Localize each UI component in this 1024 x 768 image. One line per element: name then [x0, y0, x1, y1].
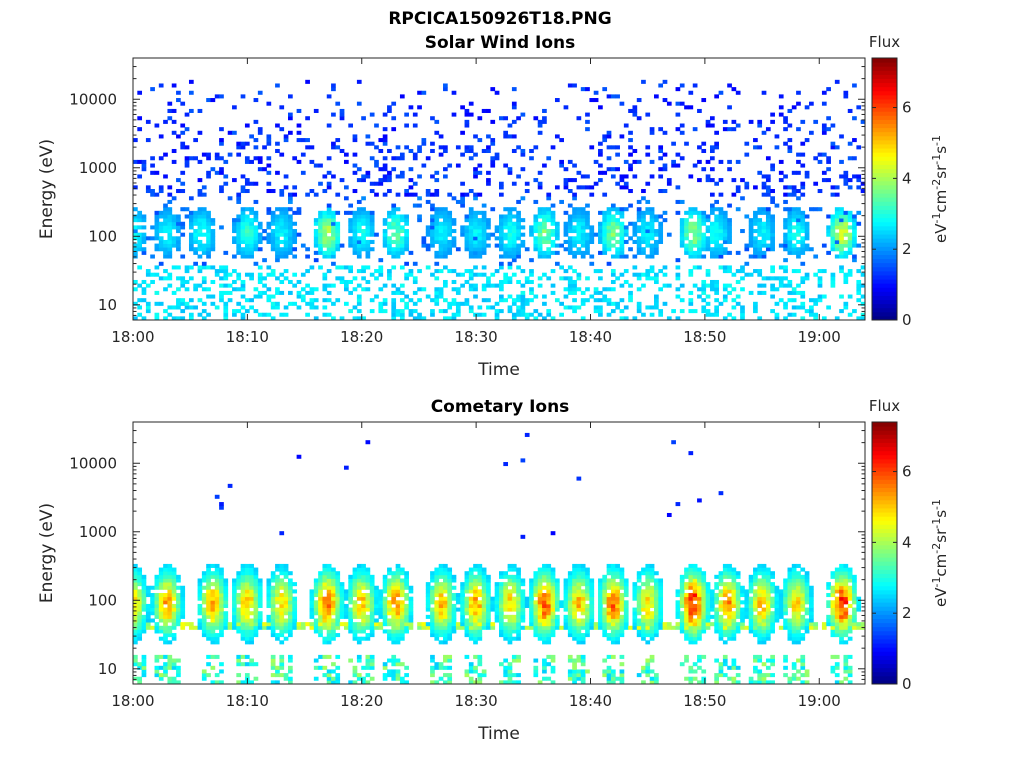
y-axis-label: Energy (eV)	[37, 139, 57, 239]
x-tick-label: 19:00	[798, 328, 841, 346]
x-axis-ticks: 18:00 18:10 18:20 18:30 18:40 18:50 19:00	[111, 58, 841, 346]
unit-sup-3: -1	[930, 518, 943, 529]
x-tick-label: 18:30	[455, 692, 498, 710]
x-axis-ticks: 18:00 18:10 18:20 18:30 18:40 18:50 19:00	[111, 422, 841, 710]
colorbar-title: Flux	[869, 33, 900, 51]
x-tick-label: 18:50	[683, 328, 726, 346]
x-tick-label: 18:50	[683, 692, 726, 710]
x-axis-label: Time	[477, 360, 520, 380]
colorbar-tick-label: 6	[902, 99, 912, 117]
x-tick-label: 18:30	[455, 328, 498, 346]
y-tick-label: 1000	[79, 523, 117, 541]
colorbar-tick-label: 6	[902, 463, 912, 481]
colorbar-tick-label: 2	[902, 604, 912, 622]
colorbar: 0 2 4 6	[871, 421, 912, 693]
y-axis-ticks: 10 100 1000 10000	[69, 421, 865, 685]
y-tick-label: 10	[98, 296, 117, 314]
y-axis-ticks: 10 100 1000 10000	[69, 57, 865, 321]
unit-sup-4: -1	[930, 499, 943, 510]
x-tick-label: 18:40	[569, 692, 612, 710]
colorbar-tick-label: 4	[902, 169, 912, 187]
unit-cm: cm	[932, 190, 950, 213]
solar-wind-panel: Solar Wind Ions 18:00 18:10 18:20 18:30 18:4…	[37, 33, 950, 380]
y-axis-label: Energy (eV)	[37, 503, 57, 603]
unit-s: s	[932, 510, 950, 518]
y-tick-label: 100	[88, 227, 117, 245]
x-tick-label: 18:10	[226, 692, 269, 710]
unit-s: s	[932, 146, 950, 154]
unit-sr: sr	[932, 528, 950, 543]
unit-sup-3: -1	[930, 154, 943, 165]
y-tick-label: 10000	[69, 454, 117, 472]
unit-ev: eV	[932, 223, 950, 243]
x-tick-label: 18:10	[226, 328, 269, 346]
panel-title: Cometary Ions	[431, 397, 570, 417]
x-tick-label: 18:00	[111, 328, 154, 346]
unit-sup-4: -1	[930, 135, 943, 146]
y-tick-label: 10000	[69, 90, 117, 108]
x-tick-label: 18:00	[111, 692, 154, 710]
plot-frame	[132, 57, 866, 321]
y-tick-label: 1000	[79, 159, 117, 177]
x-tick-label: 18:20	[340, 692, 383, 710]
y-tick-label: 10	[98, 660, 117, 678]
heatmap-cells	[133, 432, 866, 685]
figure-title: RPCICA150926T18.PNG	[388, 9, 611, 29]
heatmap-cells	[133, 79, 866, 321]
x-tick-label: 19:00	[798, 692, 841, 710]
unit-sup-2: -2	[930, 543, 943, 554]
panel-title: Solar Wind Ions	[425, 33, 576, 53]
unit-cm: cm	[932, 554, 950, 577]
unit-sup-2: -2	[930, 179, 943, 190]
unit-sr: sr	[932, 164, 950, 179]
x-axis-label: Time	[477, 724, 520, 744]
colorbar-unit-label: eV-1cm-2sr-1s-1	[930, 135, 950, 243]
x-tick-label: 18:40	[569, 328, 612, 346]
colorbar: 0 2 4 6	[871, 57, 912, 329]
colorbar-tick-label: 0	[902, 675, 912, 693]
x-tick-label: 18:20	[340, 328, 383, 346]
colorbar-tick-label: 0	[902, 311, 912, 329]
plot-frame	[132, 421, 866, 685]
cometary-panel: Cometary Ions 18:00 18:10 18:20 18:30 18:40 1…	[37, 397, 950, 744]
y-tick-label: 100	[88, 591, 117, 609]
colorbar-unit-label: eV-1cm-2sr-1s-1	[930, 499, 950, 607]
colorbar-tick-label: 2	[902, 240, 912, 258]
colorbar-tick-label: 4	[902, 533, 912, 551]
unit-ev: eV	[932, 587, 950, 607]
unit-sup-1: -1	[930, 577, 943, 588]
colorbar-title: Flux	[869, 397, 900, 415]
unit-sup-1: -1	[930, 213, 943, 224]
